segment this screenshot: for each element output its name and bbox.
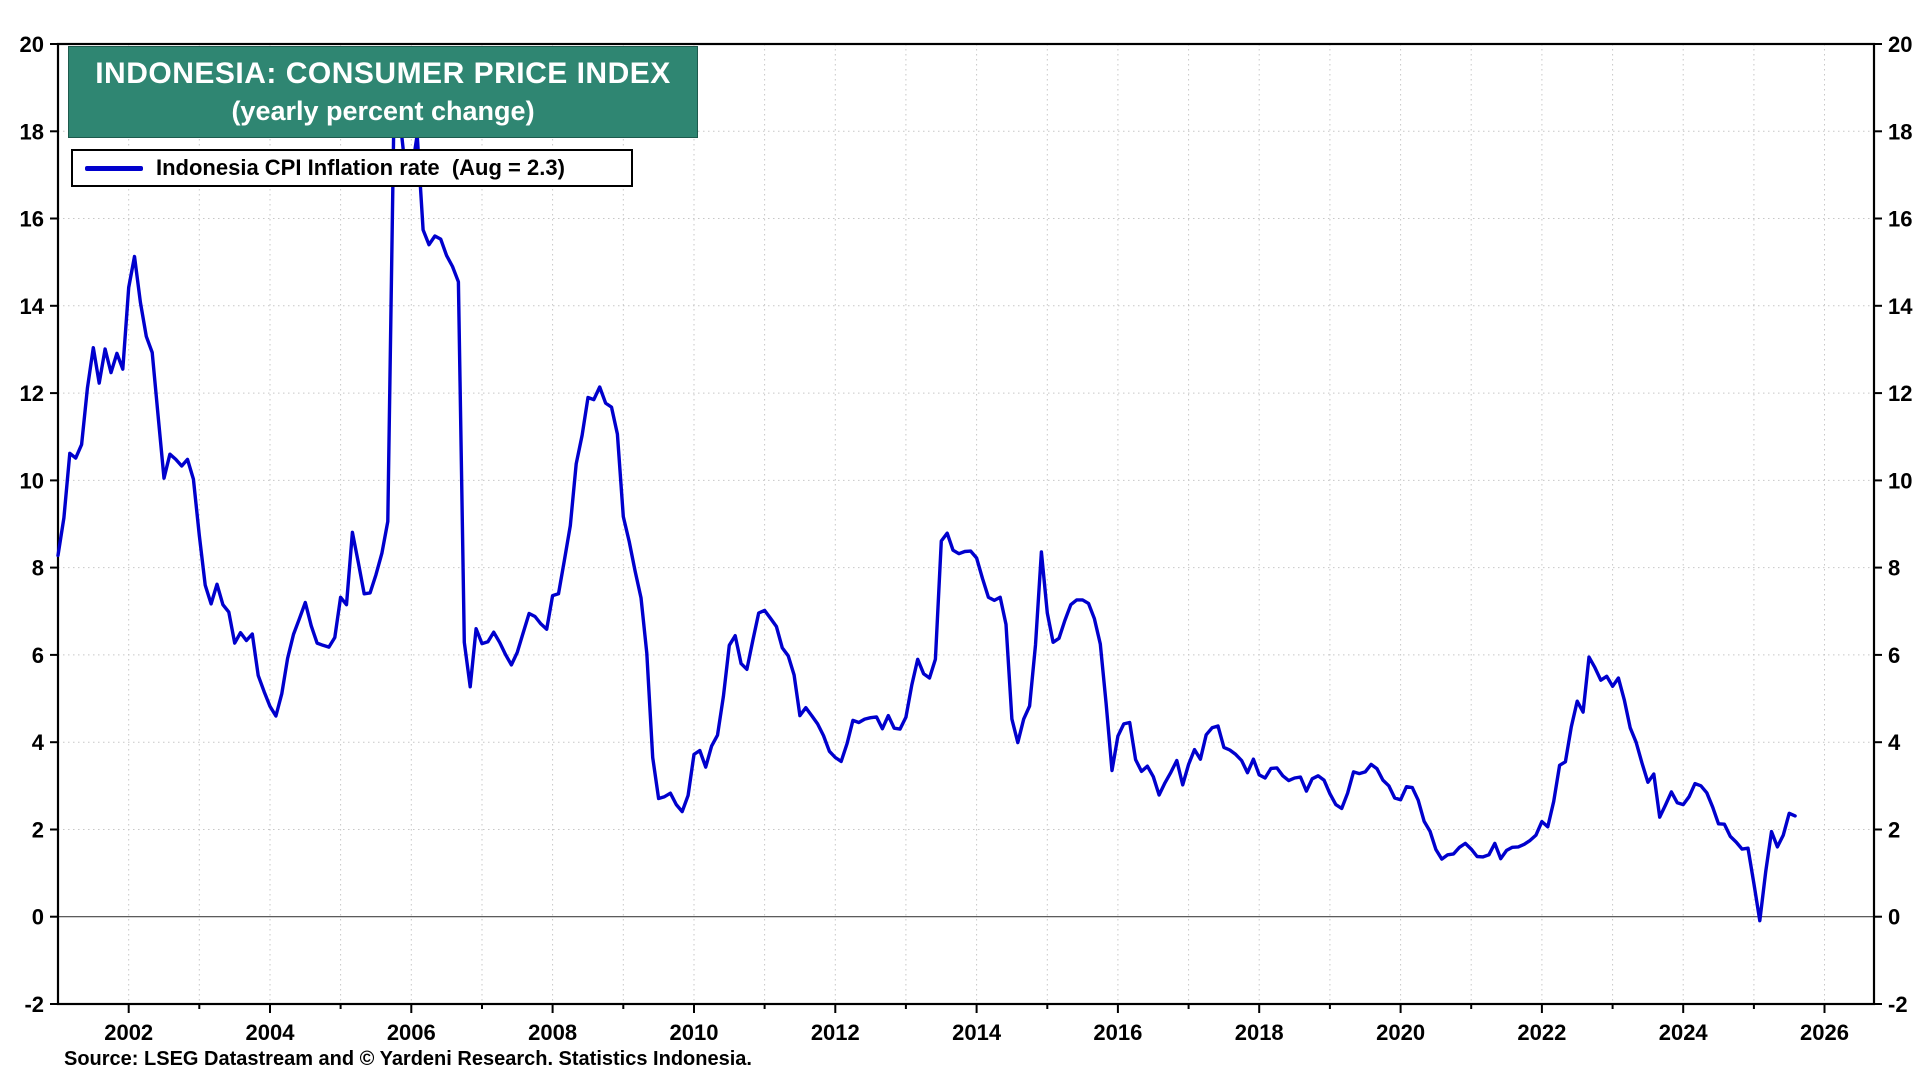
x-tick-label: 2012 [811, 1020, 860, 1045]
axis-labels: 2002 2004 2006 2008 2010 2012 2014 2016 2018 2020… [20, 32, 1914, 1045]
y-tick-label-right: 8 [1888, 556, 1900, 581]
y-tick-label-left: 16 [20, 207, 44, 232]
x-tick-label: 2024 [1659, 1020, 1709, 1045]
axis-ticks [50, 43, 1882, 1013]
y-tick-label-right: -2 [1888, 992, 1908, 1017]
y-tick-label-right: 12 [1888, 381, 1912, 406]
plot-frame [56, 42, 1876, 1006]
y-tick-label-left: 0 [32, 905, 44, 930]
y-tick-label-left: 4 [32, 730, 45, 755]
y-tick-label-right: 16 [1888, 207, 1912, 232]
y-tick-label-right: 0 [1888, 905, 1900, 930]
x-tick-label: 2006 [387, 1020, 436, 1045]
x-tick-label: 2016 [1093, 1020, 1142, 1045]
x-tick-label: 2026 [1800, 1020, 1849, 1045]
legend-line-swatch-icon [85, 165, 143, 171]
chart-title: INDONESIA: CONSUMER PRICE INDEX [95, 57, 671, 90]
source-note: Source: LSEG Datastream and © Yardeni Re… [64, 1048, 752, 1070]
x-tick-label: 2008 [528, 1020, 577, 1045]
y-tick-label-right: 20 [1888, 32, 1912, 57]
y-tick-label-left: 6 [32, 643, 44, 668]
legend-label: Indonesia CPI Inflation rate (Aug = 2.3) [156, 155, 565, 180]
y-tick-label-left: 14 [20, 294, 45, 319]
y-tick-label-left: 10 [20, 468, 44, 493]
y-tick-label-left: -2 [24, 992, 44, 1017]
x-tick-label: 2020 [1376, 1020, 1425, 1045]
chart-subtitle: (yearly percent change) [231, 96, 535, 126]
title-box: INDONESIA: CONSUMER PRICE INDEX (yearly … [68, 46, 698, 138]
y-tick-label-right: 2 [1888, 818, 1900, 843]
y-tick-label-right: 18 [1888, 119, 1912, 144]
y-tick-label-left: 18 [20, 119, 44, 144]
x-tick-label: 2004 [246, 1020, 296, 1045]
y-tick-label-right: 4 [1888, 730, 1901, 755]
y-tick-label-left: 2 [32, 818, 44, 843]
x-tick-label: 2018 [1235, 1020, 1284, 1045]
y-tick-label-left: 20 [20, 32, 44, 57]
y-tick-label-right: 6 [1888, 643, 1900, 668]
y-tick-label-right: 10 [1888, 468, 1912, 493]
y-tick-label-left: 12 [20, 381, 44, 406]
data-line [56, 113, 1797, 923]
legend-box: Indonesia CPI Inflation rate (Aug = 2.3) [71, 149, 633, 187]
y-tick-label-left: 8 [32, 556, 44, 581]
x-tick-label: 2022 [1517, 1020, 1566, 1045]
x-tick-label: 2002 [104, 1020, 153, 1045]
x-tick-label: 2010 [670, 1020, 719, 1045]
x-tick-label: 2014 [952, 1020, 1002, 1045]
y-tick-label-right: 14 [1888, 294, 1913, 319]
gridlines [58, 44, 1874, 1004]
